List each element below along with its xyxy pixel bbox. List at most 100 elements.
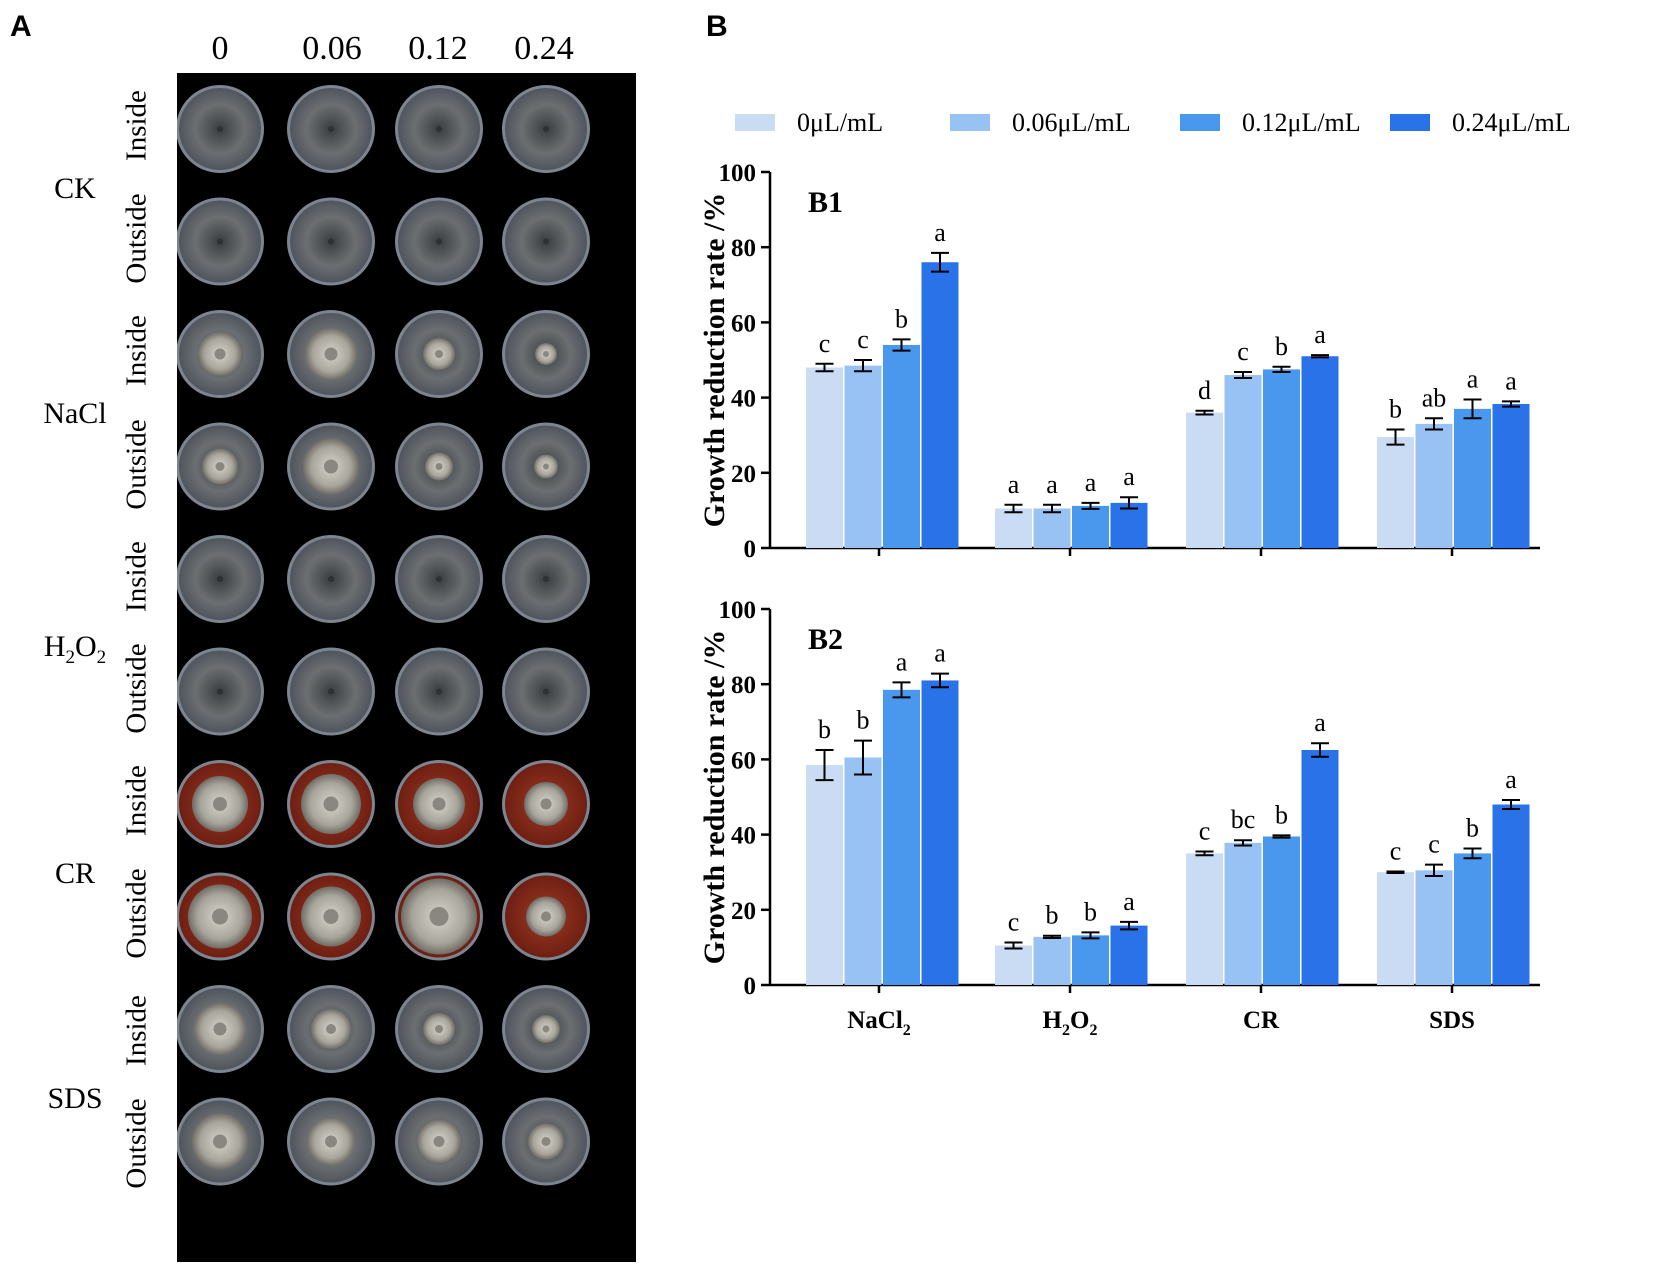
error-bar-B2-s3-g2 xyxy=(1311,742,1329,758)
legend-swatch-3 xyxy=(1390,114,1430,131)
petri-dish-r7-c1 xyxy=(287,872,375,961)
side-label-inside-8: Inside xyxy=(120,995,153,1066)
significance-letter-B2-s0-g0: b xyxy=(818,715,831,744)
bar-B2-s0-g0 xyxy=(806,765,843,985)
y-axis-label-B1: Growth reduction rate /% xyxy=(698,193,731,528)
petri-dish-r1-c2 xyxy=(395,197,483,286)
significance-letter-B1-s0-g1: a xyxy=(1008,470,1020,499)
bar-B1-s0-g0 xyxy=(806,367,843,548)
side-label-outside-3: Outside xyxy=(120,419,153,510)
significance-letter-B1-s3-g2: a xyxy=(1314,320,1326,349)
significance-letter-B1-s0-g3: b xyxy=(1389,395,1402,424)
error-bar-B2-s2-g0 xyxy=(892,681,911,699)
error-bar-B1-s1-g3 xyxy=(1425,417,1443,431)
y-tick-label-B1-4: 80 xyxy=(731,235,756,262)
bar-B1-s1-g1 xyxy=(1033,508,1071,548)
concentration-label-0-12: 0.12 xyxy=(408,30,468,67)
bar-B1-s3-g1 xyxy=(1110,502,1148,548)
error-bar-B2-s0-g0 xyxy=(815,749,834,782)
category-label-1: H2O2 xyxy=(1043,1007,1098,1039)
significance-letter-B1-s2-g2: b xyxy=(1275,332,1288,361)
bar-B2-s3-g3 xyxy=(1492,804,1530,985)
petri-dish-r2-c2 xyxy=(395,310,483,398)
bar-B2-s3-g2 xyxy=(1301,750,1339,985)
significance-letter-B1-s1-g0: c xyxy=(857,325,869,354)
petri-dish-r4-c2 xyxy=(395,535,483,623)
error-bar-B2-s3-g0 xyxy=(931,672,949,689)
error-bar-B2-s0-g1 xyxy=(1004,941,1023,950)
bar-B2-s3-g0 xyxy=(921,680,959,985)
petri-dish-photo-grid xyxy=(177,73,636,1262)
side-label-outside-9: Outside xyxy=(120,1098,153,1189)
petri-dish-r9-c3 xyxy=(502,1097,590,1186)
significance-letter-B2-s0-g2: c xyxy=(1199,817,1211,846)
concentration-label-0-24: 0.24 xyxy=(514,30,574,67)
petri-dish-r1-c0 xyxy=(177,197,264,286)
petri-dish-r9-c0 xyxy=(177,1097,264,1186)
petri-dish-r2-c0 xyxy=(177,310,264,398)
bar-B2-s0-g1 xyxy=(995,945,1032,985)
side-label-inside-6: Inside xyxy=(120,765,153,836)
treatment-label-h2o2: H2O2 xyxy=(43,630,107,668)
bar-B2-s2-g3 xyxy=(1454,853,1491,985)
significance-letter-B1-s1-g3: ab xyxy=(1422,383,1447,412)
legend-label-3: 0.24μL/mL xyxy=(1452,108,1571,137)
error-bar-B1-s3-g0 xyxy=(931,251,949,273)
y-tick-label-B1-0: 0 xyxy=(744,536,757,563)
y-tick-label-B2-1: 20 xyxy=(731,898,756,925)
bar-B2-s3-g1 xyxy=(1110,925,1148,985)
petri-dish-r9-c1 xyxy=(287,1097,375,1186)
petri-dish-r3-c2 xyxy=(395,422,483,511)
bar-B1-s2-g2 xyxy=(1263,369,1300,548)
significance-letter-B2-s1-g0: b xyxy=(857,706,870,735)
side-label-outside-7: Outside xyxy=(120,868,153,959)
significance-letter-B2-s0-g3: c xyxy=(1390,836,1402,865)
petri-dish-r8-c2 xyxy=(395,985,483,1073)
significance-letter-B1-s2-g1: a xyxy=(1085,468,1097,497)
petri-dish-r2-c1 xyxy=(287,310,375,398)
significance-letter-B2-s0-g1: c xyxy=(1008,908,1020,937)
petri-dish-r6-c1 xyxy=(287,760,375,848)
petri-dish-r5-c3 xyxy=(502,647,590,736)
chart-title-B2: B2 xyxy=(808,623,843,656)
error-bar-B1-s3-g2 xyxy=(1311,354,1329,359)
chart-B1: 0 20 40 60 80 100 Growth reduction rate /% B1 c a… xyxy=(698,160,1540,563)
bar-B2-s0-g2 xyxy=(1186,853,1223,985)
bar-B2-s2-g1 xyxy=(1072,935,1109,985)
y-tick-label-B1-2: 40 xyxy=(731,386,756,413)
petri-dish-r7-c0 xyxy=(177,872,264,961)
petri-dish-r0-c2 xyxy=(395,85,483,173)
bar-B2-s2-g0 xyxy=(883,689,920,985)
y-tick-label-B1-5: 100 xyxy=(719,160,757,187)
significance-letter-B2-s1-g3: c xyxy=(1428,830,1440,859)
significance-letter-B1-s1-g1: a xyxy=(1046,470,1058,499)
concentration-label-0: 0 xyxy=(211,30,229,67)
error-bar-B2-s3-g3 xyxy=(1502,799,1520,811)
concentration-label-0-06: 0.06 xyxy=(302,30,362,67)
side-label-inside-2: Inside xyxy=(120,315,153,386)
petri-dish-r5-c2 xyxy=(395,647,483,736)
error-bar-B1-s0-g0 xyxy=(815,362,834,373)
petri-dish-r6-c0 xyxy=(177,760,264,848)
error-bar-B1-s3-g1 xyxy=(1120,496,1138,510)
significance-letter-B2-s2-g2: b xyxy=(1275,800,1288,829)
petri-dish-grid-svg xyxy=(177,85,590,1186)
significance-letter-B2-s2-g1: b xyxy=(1084,897,1097,926)
significance-letter-B2-s2-g3: b xyxy=(1466,814,1479,843)
bar-B1-s3-g2 xyxy=(1301,356,1339,548)
petri-dish-r2-c3 xyxy=(502,310,590,398)
significance-letter-B2-s3-g1: a xyxy=(1123,887,1135,916)
error-bar-B2-s0-g2 xyxy=(1195,850,1214,857)
bar-charts-panel-b: 0μL/mL 0.06μL/mL 0.12μL/mL 0.24μL/mL 0 20 40 60… xyxy=(698,108,1571,1039)
petri-dish-r3-c1 xyxy=(287,422,375,511)
bar-B2-s1-g3 xyxy=(1415,870,1453,985)
legend-swatch-1 xyxy=(950,114,990,131)
y-tick-label-B2-0: 0 xyxy=(744,973,757,1000)
y-tick-label-B2-5: 100 xyxy=(719,597,757,624)
significance-letter-B1-s2-g3: a xyxy=(1467,364,1479,393)
bar-B1-s3-g0 xyxy=(921,262,959,548)
y-axis-label-B2: Growth reduction rate /% xyxy=(698,630,731,965)
petri-dish-r0-c0 xyxy=(177,85,264,173)
bar-B1-s1-g3 xyxy=(1415,423,1453,548)
panel-b-letter: B xyxy=(706,10,728,43)
